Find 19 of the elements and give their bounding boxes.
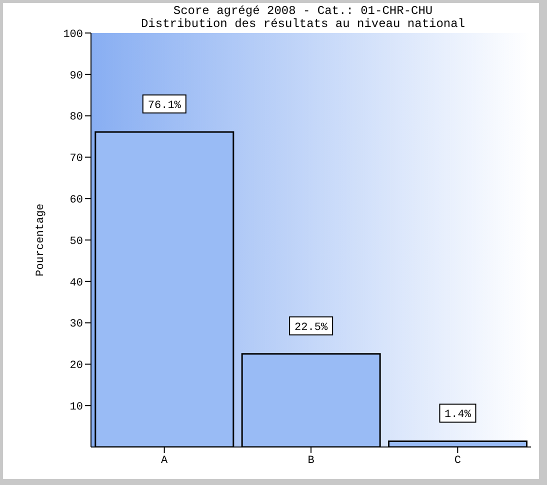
x-tick-label: B	[308, 454, 315, 467]
x-tick-label: C	[454, 454, 462, 467]
y-tick-label: 50	[70, 236, 83, 248]
y-tick-label: 10	[70, 402, 83, 414]
y-tick-label: 40	[70, 277, 83, 290]
y-tick-label: 60	[70, 194, 83, 207]
y-tick-label: 100	[63, 28, 83, 41]
data-label: 1.4%	[444, 409, 472, 422]
y-tick-label: 70	[70, 153, 83, 166]
data-label: 76.1%	[148, 100, 182, 112]
y-tick-label: 90	[70, 70, 83, 82]
y-tick-label: 20	[70, 360, 83, 372]
x-tick-label: A	[161, 454, 168, 467]
y-tick-label: 30	[70, 318, 83, 331]
data-label: 22.5%	[294, 322, 328, 334]
y-axis-title: Pourcentage	[34, 204, 47, 276]
chart-subtitle: Distribution des résultats au niveau national	[140, 17, 466, 31]
chart-title: Score agrégé 2008 - Cat.: 01-CHR-CHU	[172, 4, 434, 18]
y-tick-label: 80	[70, 112, 83, 124]
